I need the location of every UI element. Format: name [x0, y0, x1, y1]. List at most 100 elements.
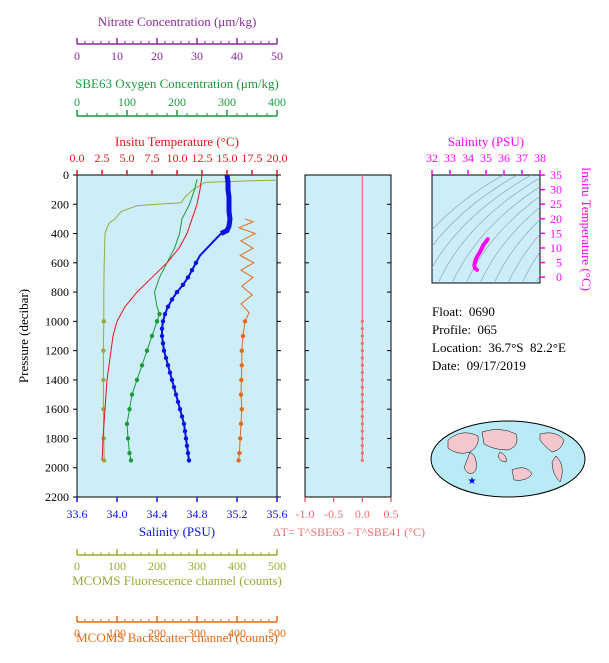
- pressure-tick-label: 1600: [45, 402, 69, 416]
- delta-t-sample-point: [360, 458, 364, 463]
- salinity-tick-label: 33.6: [67, 507, 88, 521]
- ts-salinity-tick-label: 36: [498, 151, 510, 165]
- salinity-sample-point: [175, 399, 181, 405]
- density-isoline: [507, 233, 540, 283]
- oxygen-sample-point: [124, 421, 130, 427]
- delta-t-sample-point: [360, 349, 364, 353]
- map-landmass: [447, 432, 479, 454]
- backscatter-sample-point: [238, 392, 244, 397]
- temperature-tick-label: 2.5: [95, 151, 110, 165]
- ts-salinity-tick-label: 37: [516, 151, 528, 165]
- profile-panel: [76, 174, 278, 498]
- pressure-tick-label: 2000: [45, 461, 69, 475]
- backscatter-tick-label: 300: [188, 626, 206, 640]
- salinity-sample-point: [189, 267, 195, 273]
- oxygen-sample-point: [144, 348, 150, 353]
- fluorescence-tick-label: 0: [74, 559, 80, 573]
- oxygen-tick-label: 400: [268, 95, 286, 109]
- oxygen-sample-point: [127, 406, 132, 412]
- fluorescence-tick-label: 400: [228, 559, 246, 573]
- oxygen-sample-point: [139, 363, 145, 368]
- ts-temperature-axis-label: Insitu Temperature (°C): [579, 167, 594, 291]
- delta-t-sample-point: [360, 444, 364, 448]
- oxygen-sample-point: [157, 311, 162, 317]
- fluorescence-tick-label: 200: [148, 559, 166, 573]
- backscatter-tick-label: 500: [268, 626, 286, 640]
- ts-curve: [472, 237, 490, 272]
- nitrate-tick-label: 50: [271, 49, 283, 63]
- fluorescence-sample-point: [101, 348, 106, 353]
- density-isoline: [432, 175, 504, 231]
- fluorescence-profile-line: [102, 179, 277, 461]
- ts-salinity-tick-label: 33: [444, 151, 456, 165]
- density-isoline: [451, 186, 540, 283]
- backscatter-sample-point: [239, 348, 244, 353]
- delta-t-sample-point: [360, 422, 364, 426]
- salinity-sample-point: [167, 370, 173, 375]
- salinity-sample-point: [162, 311, 168, 317]
- density-isoline: [521, 251, 540, 283]
- ts-temperature-tick-label: 5: [556, 256, 562, 270]
- ts-temperature-tick-label: 35: [550, 168, 562, 182]
- delta-t-sample-point: [360, 319, 364, 323]
- salinity-sample-point: [163, 355, 169, 361]
- ts-salinity-tick-label: 35: [480, 151, 492, 165]
- oxygen-sample-point: [125, 436, 131, 441]
- oxygen-tick-label: 300: [218, 95, 236, 109]
- salinity-sample-point: [173, 392, 179, 397]
- backscatter-sample-point: [239, 363, 244, 368]
- ts-salinity-tick-label: 34: [462, 151, 474, 165]
- salinity-sample-point: [193, 260, 199, 266]
- backscatter-sample-point: [237, 450, 242, 456]
- density-isoline: [437, 177, 540, 283]
- fluorescence-sample-point: [101, 436, 107, 441]
- temperature-tick-label: 7.5: [145, 151, 160, 165]
- delta-t-tick-label: 0.0: [355, 507, 370, 521]
- temperature-tick-label: 12.5: [192, 151, 213, 165]
- delta-t-sample-point: [360, 334, 364, 338]
- pressure-tick-label: 200: [51, 197, 69, 211]
- delta-t-sample-point: [360, 451, 364, 455]
- salinity-sample-point: [161, 348, 167, 353]
- pressure-tick-label: 1000: [45, 314, 69, 328]
- fluorescence-tick-label: 100: [108, 559, 126, 573]
- backscatter-sample-point: [238, 421, 244, 427]
- nitrate-tick-label: 10: [111, 49, 123, 63]
- oxygen-sample-point: [154, 319, 160, 324]
- profile-date: Date: 09/17/2019: [432, 358, 526, 373]
- oxygen-tick-label: 0: [74, 95, 80, 109]
- nitrate-tick-label: 20: [151, 49, 163, 63]
- fluorescence-tick-label: 500: [268, 559, 286, 573]
- salinity-sample-point: [165, 363, 171, 368]
- fluorescence-sample-point: [101, 377, 106, 383]
- delta-t-sample-point: [360, 327, 364, 331]
- salinity-upper-profile: [219, 175, 233, 236]
- delta-t-sample-point: [360, 407, 364, 411]
- temperature-tick-label: 17.5: [242, 151, 263, 165]
- salinity-sample-point: [186, 458, 192, 463]
- oxygen-axis-label: SBE63 Oxygen Concentration (μm/kg): [75, 76, 279, 91]
- salinity-sample-point: [177, 406, 183, 412]
- salinity-tick-label: 35.6: [267, 507, 288, 521]
- map-landmass: [481, 429, 518, 451]
- fluorescence-sample-point: [101, 319, 107, 324]
- pressure-tick-label: 800: [51, 285, 69, 299]
- salinity-tick-label: 34.8: [187, 507, 208, 521]
- pressure-tick-label: 2200: [45, 490, 69, 504]
- temperature-axis-label: Insitu Temperature (°C): [115, 134, 239, 149]
- nitrate-tick-label: 40: [231, 49, 243, 63]
- oxygen-tick-label: 200: [168, 95, 186, 109]
- salinity-tick-label: 34.4: [147, 507, 168, 521]
- backscatter-sample-point: [240, 333, 246, 339]
- salinity-sample-point: [180, 282, 186, 287]
- salinity-axis-label: Salinity (PSU): [139, 524, 215, 539]
- pressure-tick-label: 1200: [45, 344, 69, 358]
- nitrate-tick-label: 30: [191, 49, 203, 63]
- ts-temperature-tick-label: 10: [550, 241, 562, 255]
- pressure-tick-label: 400: [51, 227, 69, 241]
- temperature-tick-label: 0.0: [70, 151, 85, 165]
- map-landmass: [551, 455, 563, 483]
- oxygen-sample-point: [134, 377, 140, 383]
- ts-salinity-tick-label: 32: [426, 151, 438, 165]
- backscatter-sample-point: [239, 406, 244, 412]
